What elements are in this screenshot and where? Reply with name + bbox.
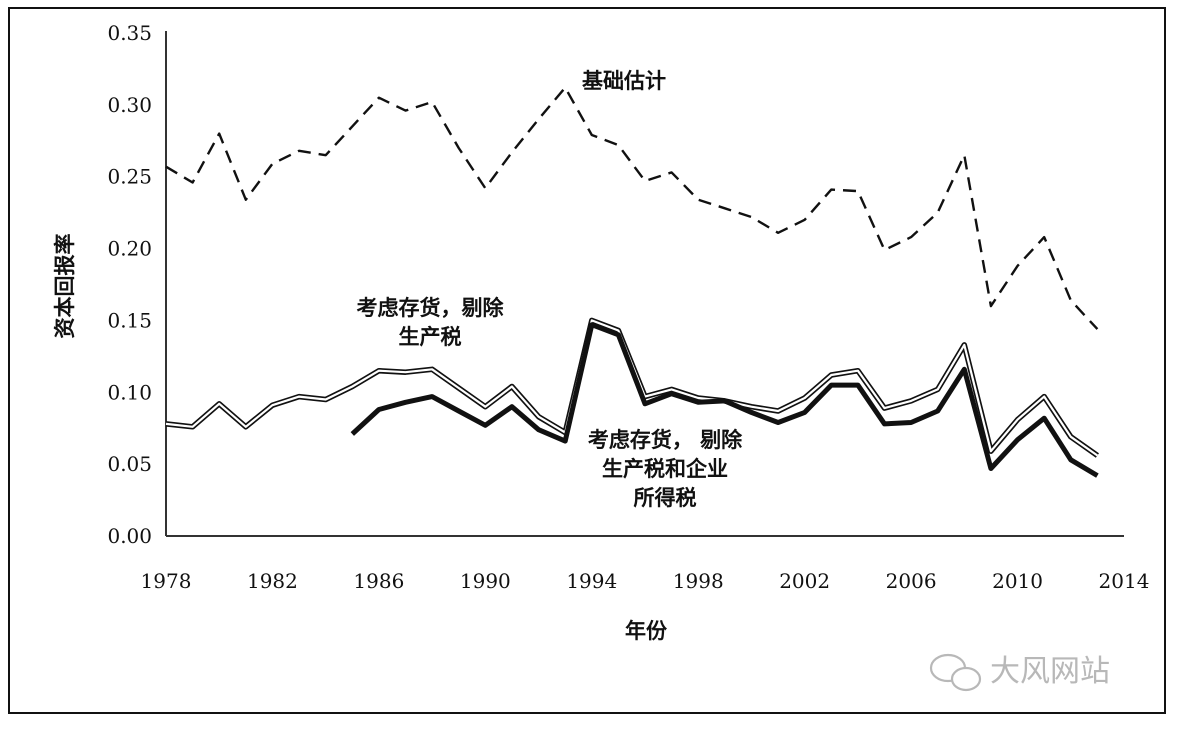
y-tick-label: 0.05 bbox=[107, 452, 152, 476]
series-line-thick bbox=[350, 322, 1099, 478]
x-tick-label: 1994 bbox=[566, 569, 617, 593]
y-tick-label: 0.10 bbox=[107, 380, 152, 404]
y-tick-label: 0.15 bbox=[107, 308, 152, 332]
watermark: 大风网站 bbox=[929, 653, 1110, 692]
annotation-1-line-1: 基础估计 bbox=[582, 69, 666, 93]
x-tick-label: 1990 bbox=[460, 569, 511, 593]
x-tick-label: 2002 bbox=[779, 569, 830, 593]
annotation-3-line-3: 所得税 bbox=[634, 486, 697, 510]
x-tick-label: 2014 bbox=[1099, 569, 1150, 593]
annotation-3-line-2: 生产税和企业 bbox=[602, 457, 728, 481]
x-tick-labels: 1978 1982 1986 1990 1994 1998 2002 2006 2010 2014 bbox=[141, 569, 1150, 593]
y-tick-label: 0.30 bbox=[107, 93, 152, 117]
y-tick-labels: 0.00 0.05 0.10 0.15 0.20 0.25 0.30 0.35 bbox=[107, 21, 152, 548]
x-tick-label: 1978 bbox=[141, 569, 192, 593]
annotation-3-line-1: 考虑存货， 剔除 bbox=[588, 428, 743, 452]
y-tick-label: 0.00 bbox=[107, 524, 152, 548]
x-tick-label: 1986 bbox=[353, 569, 404, 593]
x-tick-label: 2010 bbox=[992, 569, 1043, 593]
y-tick-label: 0.25 bbox=[107, 165, 152, 189]
chart-frame bbox=[8, 7, 1166, 714]
series-group bbox=[165, 86, 1099, 478]
series-3 bbox=[350, 322, 1099, 478]
wechat-icon bbox=[929, 653, 982, 692]
x-tick-label: 2006 bbox=[886, 569, 937, 593]
series-1 bbox=[165, 86, 1099, 330]
y-tick-label: 0.20 bbox=[107, 237, 152, 261]
y-axis-label: 资本回报率 bbox=[53, 234, 77, 339]
x-axis-label: 年份 bbox=[625, 619, 668, 643]
annotation-2-line-2: 生产税 bbox=[399, 325, 462, 349]
x-tick-label: 1998 bbox=[673, 569, 724, 593]
axes bbox=[165, 31, 1124, 537]
y-tick-label: 0.35 bbox=[107, 21, 152, 45]
watermark-text: 大风网站 bbox=[990, 654, 1110, 689]
x-tick-label: 1982 bbox=[247, 569, 298, 593]
series-line-dashed bbox=[165, 86, 1099, 330]
annotation-2-line-1: 考虑存货，剔除 bbox=[357, 296, 505, 320]
